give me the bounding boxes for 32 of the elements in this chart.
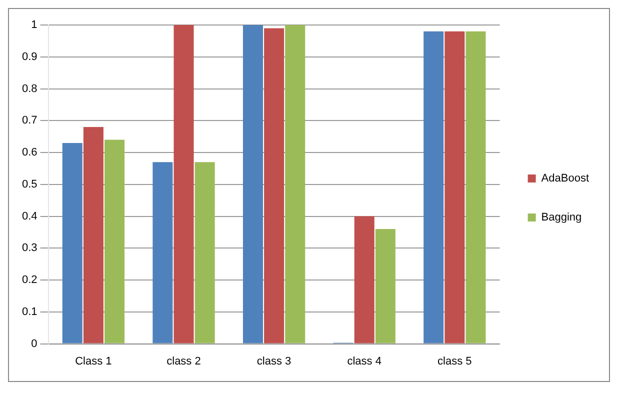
y-tick-label: 0.5 — [22, 178, 38, 190]
y-tick-label: 0.1 — [22, 306, 38, 318]
bar — [375, 229, 396, 344]
x-tick-label: class 3 — [256, 355, 292, 368]
y-tick-label: 0.8 — [22, 82, 38, 95]
y-tick-label: 0 — [31, 338, 38, 350]
bar — [264, 28, 284, 344]
bar — [424, 31, 444, 344]
x-tick-label: Class 1 — [75, 355, 112, 368]
x-tick-label: class 4 — [347, 355, 382, 368]
y-tick-label: 0.9 — [22, 50, 38, 63]
x-tick-label: class 2 — [166, 355, 201, 368]
legend-label: AdaBoost — [541, 172, 589, 185]
bar — [174, 25, 194, 344]
bar — [444, 31, 465, 344]
y-tick-label: 0.6 — [22, 146, 38, 159]
bar — [104, 140, 125, 344]
bar — [354, 216, 374, 344]
bar — [194, 162, 215, 344]
y-tick-label: 0.7 — [22, 114, 38, 127]
bar — [285, 25, 306, 344]
bar — [62, 142, 82, 344]
y-tick-label: 1 — [31, 19, 38, 32]
bar — [466, 31, 486, 344]
y-tick-label: 0.3 — [22, 242, 38, 254]
bar — [152, 162, 173, 344]
bar — [83, 127, 104, 344]
y-tick-label: 0.4 — [22, 210, 38, 222]
x-tick-label: class 5 — [438, 355, 472, 368]
y-tick-label: 0.2 — [22, 274, 38, 286]
bar — [242, 25, 263, 344]
legend-label: Bagging — [541, 212, 582, 224]
